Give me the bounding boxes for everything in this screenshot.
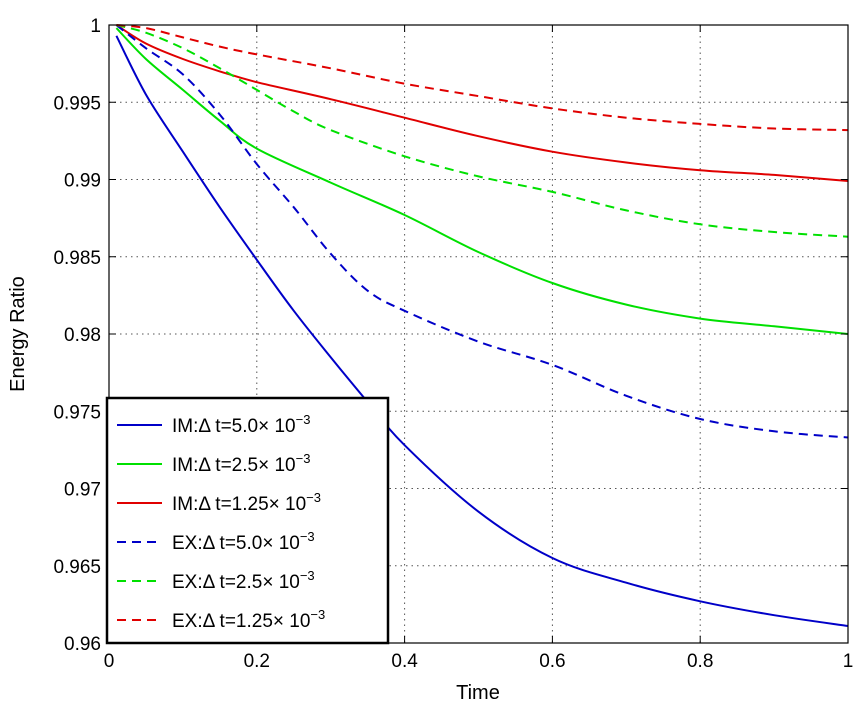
legend-label-text: EX:Δ t=2.5× 10: [172, 572, 300, 593]
legend-label: IM:Δ t=5.0× 10−3: [172, 412, 310, 437]
y-tick-label: 1: [90, 16, 101, 37]
y-tick-label: 0.99: [64, 171, 101, 192]
legend-label-exponent: −3: [296, 412, 311, 427]
x-tick-labels: 0 0.2 0.4 0.6 0.8 1: [104, 651, 854, 672]
x-tick-label: 0.8: [687, 651, 713, 672]
y-tick-labels: 0.96 0.965 0.97 0.975 0.98 0.985 0.99 0.995 1: [53, 16, 101, 655]
y-axis-label: Energy Ratio: [7, 276, 29, 392]
legend-label: EX:Δ t=1.25× 10−3: [172, 607, 325, 632]
y-tick-label: 0.975: [53, 402, 101, 423]
legend-label: IM:Δ t=2.5× 10−3: [172, 451, 310, 476]
legend-label: EX:Δ t=2.5× 10−3: [172, 568, 315, 593]
series-line-6: [116, 24, 849, 132]
legend-label-text: EX:Δ t=5.0× 10: [172, 533, 300, 554]
legend-label-exponent: −3: [310, 607, 325, 622]
legend-box: [105, 396, 390, 645]
y-tick-label: 0.97: [64, 480, 101, 501]
legend-label-text: IM:Δ t=5.0× 10: [172, 416, 296, 437]
legend-label-exponent: −3: [296, 451, 311, 466]
x-tick-label: 0.2: [244, 651, 270, 672]
legend-label-exponent: −3: [300, 529, 315, 544]
legend-label-exponent: −3: [300, 568, 315, 583]
series-line-5: [116, 24, 849, 238]
legend: IM:Δ t=5.0× 10−3IM:Δ t=2.5× 10−3IM:Δ t=1…: [105, 396, 390, 645]
series-layer: [115, 24, 849, 627]
x-tick-label: 0: [104, 651, 115, 672]
series-line-3: [115, 24, 849, 182]
y-tick-label: 0.995: [53, 93, 101, 114]
legend-label: IM:Δ t=1.25× 10−3: [172, 490, 321, 515]
x-tick-label: 1: [843, 651, 854, 672]
x-tick-label: 0.4: [391, 651, 418, 672]
x-axis-label: Time: [456, 682, 500, 704]
y-tick-label: 0.985: [53, 248, 101, 269]
series-line-2: [115, 27, 849, 335]
legend-label-exponent: −3: [306, 490, 321, 505]
legend-label-text: IM:Δ t=2.5× 10: [172, 455, 296, 476]
y-tick-label: 0.98: [64, 325, 101, 346]
legend-label: EX:Δ t=5.0× 10−3: [172, 529, 315, 554]
grid-lines: [109, 25, 848, 643]
y-tick-label: 0.96: [64, 634, 101, 655]
legend-label-text: EX:Δ t=1.25× 10: [172, 611, 310, 632]
legend-label-text: IM:Δ t=1.25× 10: [172, 494, 306, 515]
x-tick-label: 0.6: [539, 651, 565, 672]
series-line-4: [115, 24, 849, 439]
y-tick-label: 0.965: [53, 557, 101, 578]
